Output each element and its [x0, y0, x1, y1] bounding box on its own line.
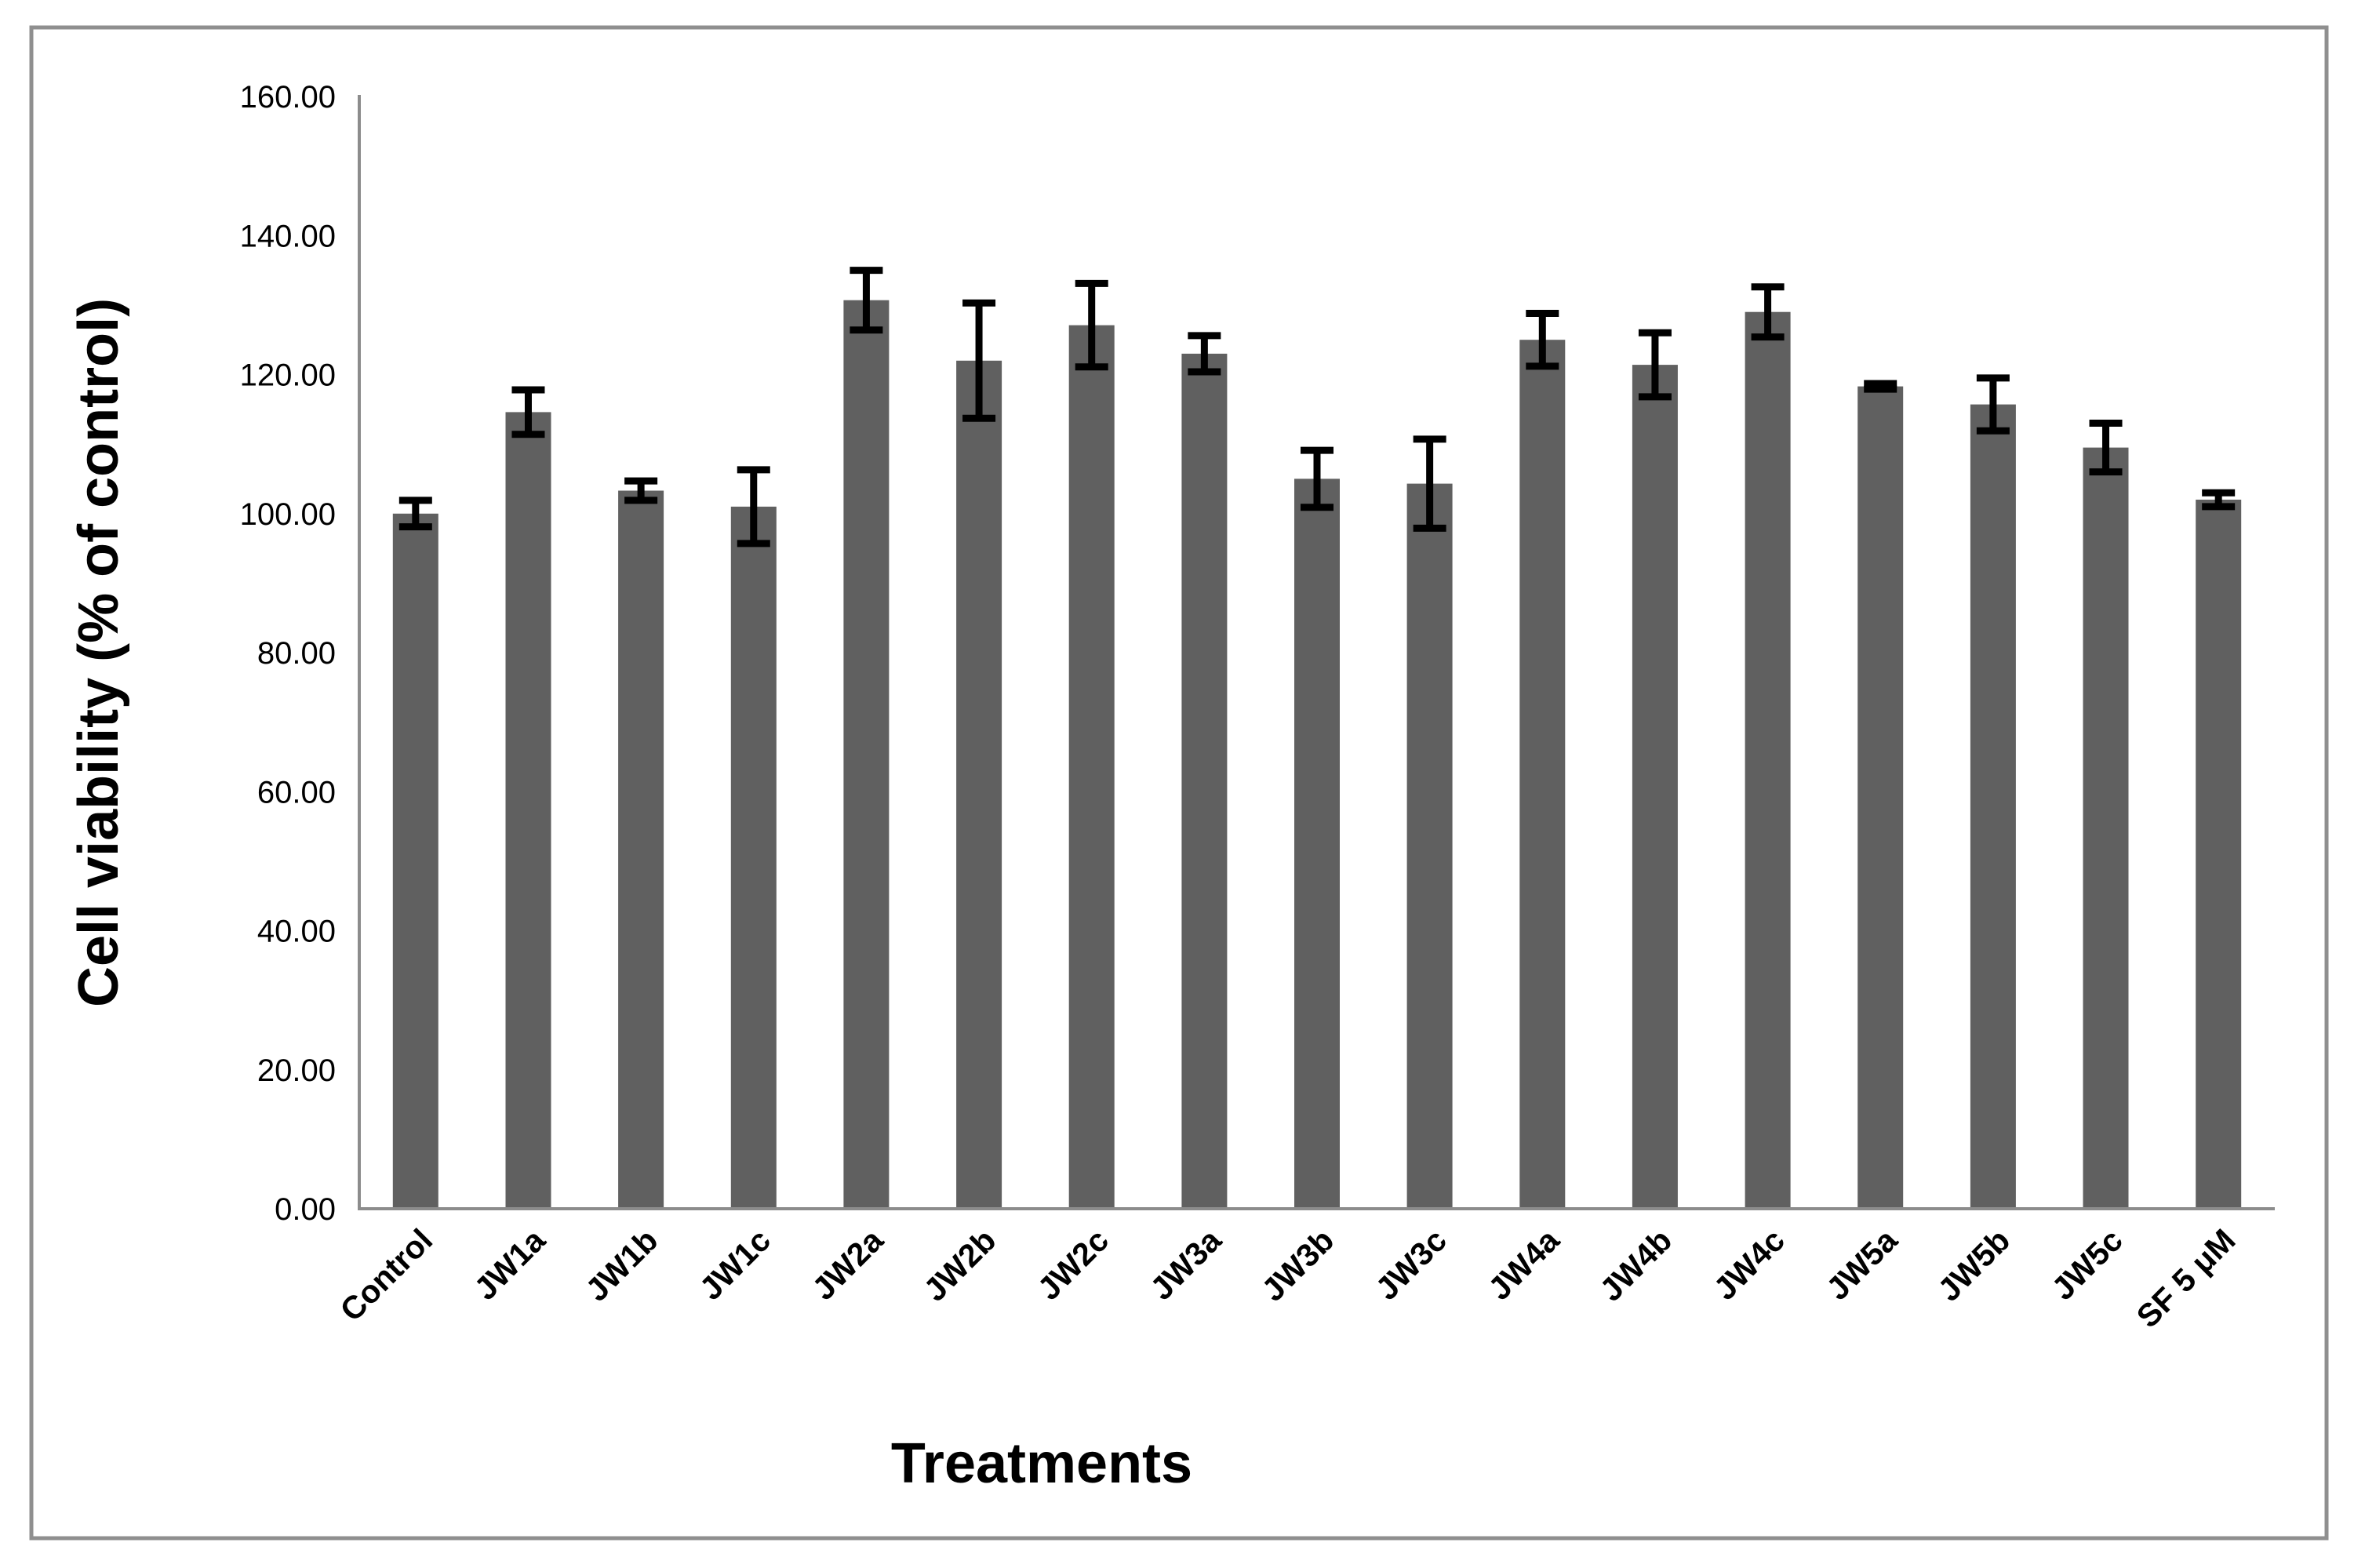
- bar-jw5b: [1970, 404, 2016, 1209]
- plot-area: 0.00 20.00 40.00 60.00 80.00 100.00 120.00 140.…: [240, 80, 2275, 1335]
- bar-jw2b: [956, 360, 1002, 1209]
- y-tick-label-80-00: 80.00: [257, 636, 336, 671]
- y-tick-label-140-00: 140.00: [240, 219, 336, 253]
- bar-jw3a: [1181, 353, 1228, 1209]
- y-tick-label-40-00: 40.00: [257, 915, 336, 949]
- bar-jw1b: [618, 490, 664, 1209]
- category-label-jw5a: JW5a: [1819, 1221, 1905, 1307]
- y-tick-label-20-00: 20.00: [257, 1053, 336, 1088]
- category-label-jw3b: JW3b: [1255, 1222, 1341, 1308]
- category-label-jw1c: JW1c: [693, 1222, 777, 1307]
- category-label-jw4c: JW4c: [1707, 1222, 1792, 1307]
- y-tick-label-0-00: 0.00: [275, 1192, 336, 1227]
- bar-jw3b: [1294, 478, 1340, 1209]
- bar-jw3c: [1406, 483, 1453, 1209]
- category-label-jw3c: JW3c: [1369, 1222, 1454, 1307]
- bar-jw4a: [1519, 340, 1566, 1210]
- category-label-jw5b: JW5b: [1930, 1222, 2017, 1308]
- y-axis-title: Cell viability (% of control): [67, 298, 130, 1007]
- x-axis-title: Treatments: [891, 1432, 1192, 1495]
- category-label-jw1a: JW1a: [468, 1221, 553, 1307]
- category-label-jw3a: JW3a: [1143, 1221, 1228, 1307]
- y-tick-label-160-00: 160.00: [240, 80, 336, 115]
- category-label-jw4b: JW4b: [1592, 1222, 1679, 1308]
- y-tick-label-120-00: 120.00: [240, 358, 336, 393]
- category-label-jw4a: JW4a: [1481, 1221, 1566, 1307]
- bar-jw2c: [1068, 325, 1115, 1210]
- y-tick-label-60-00: 60.00: [257, 775, 336, 809]
- bar-jw5a: [1857, 386, 1904, 1210]
- category-label-control: Control: [333, 1222, 440, 1329]
- bar-jw2a: [843, 300, 890, 1210]
- category-label-jw5c: JW5c: [2045, 1222, 2130, 1307]
- bar-jw5c: [2083, 447, 2129, 1209]
- y-tick-label-100-00: 100.00: [240, 497, 336, 532]
- category-label-jw2b: JW2b: [917, 1222, 1003, 1308]
- category-label-jw2a: JW2a: [805, 1221, 890, 1307]
- bar-jw1a: [505, 412, 551, 1209]
- category-label-jw1b: JW1b: [579, 1222, 665, 1308]
- category-label-jw2c: JW2c: [1031, 1222, 1115, 1307]
- category-label-sf-5-m: SF 5 μM: [2130, 1222, 2243, 1335]
- chart-border: [29, 25, 2329, 1541]
- bar-control: [392, 513, 438, 1210]
- bar-jw1c: [730, 506, 777, 1209]
- bar-sf-5-m: [2196, 500, 2242, 1209]
- bar-jw4b: [1632, 365, 1678, 1210]
- bar-jw4c: [1745, 311, 1791, 1210]
